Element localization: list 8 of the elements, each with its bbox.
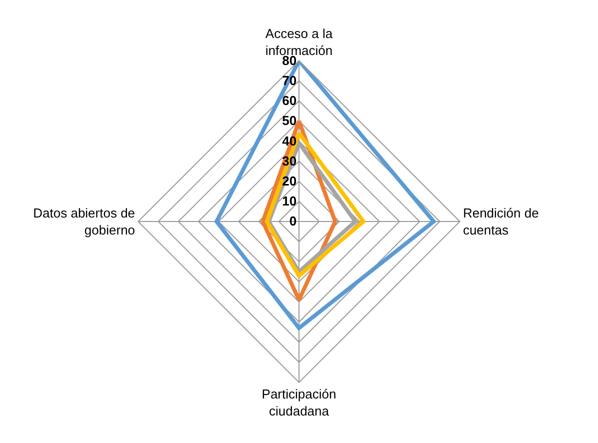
y-tick-label: 50 — [282, 113, 297, 128]
spoke-label: Participación ciudadana — [262, 386, 336, 418]
y-tick-label: 0 — [289, 214, 297, 229]
y-tick-label: 10 — [282, 194, 297, 209]
y-tick-label: 60 — [282, 93, 297, 108]
spoke-label: Rendición de cuentas — [462, 206, 539, 238]
spoke-label: Datos abiertos de gobierno — [33, 206, 136, 238]
y-tick-label: 20 — [282, 174, 297, 189]
